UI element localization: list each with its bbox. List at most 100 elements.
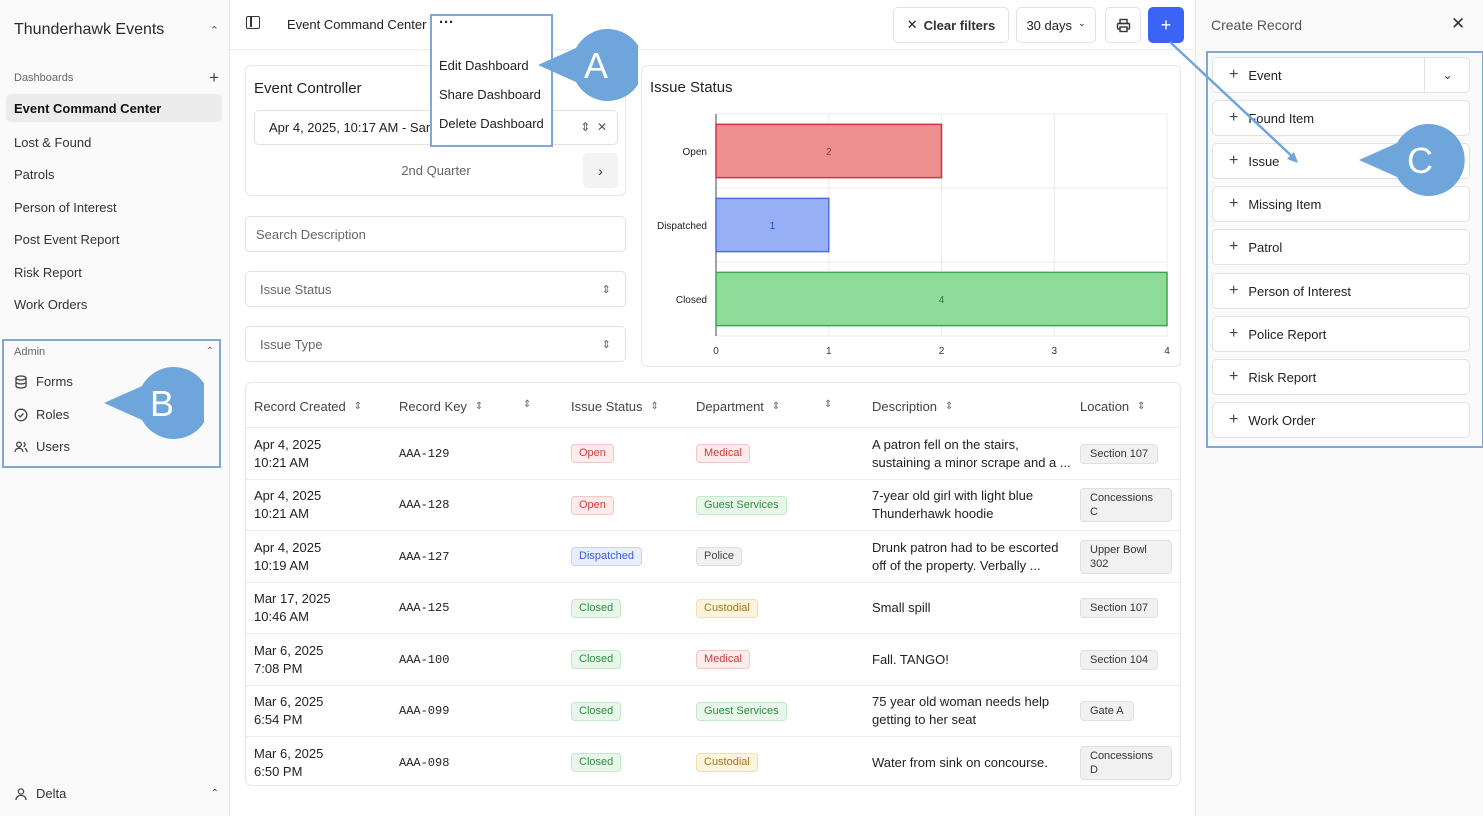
record-time: 10:46 AM [254, 609, 309, 624]
users-icon [14, 441, 28, 452]
plus-icon: + [1229, 411, 1239, 428]
sidebar-item-risk-report[interactable]: Risk Report [6, 256, 222, 289]
record-date: Mar 17, 2025 [254, 591, 331, 606]
close-icon[interactable]: ✕ [1451, 14, 1466, 33]
status-badge: Open [571, 444, 614, 463]
table-row[interactable]: Mar 17, 2025 10:46 AM AAA-125 Closed Custodi… [246, 581, 1180, 634]
issue-status-cell: Closed [571, 634, 691, 685]
sidebar-item-work-orders[interactable]: Work Orders [6, 289, 222, 322]
table-row[interactable]: Apr 4, 2025 10:19 AM AAA-127 Dispatched Poli… [246, 530, 1180, 582]
chevron-right-icon: › [598, 162, 603, 179]
create-work-order-button[interactable]: + Work Order [1212, 402, 1470, 438]
create-item-label: Police Report [1248, 326, 1327, 342]
issue-type-select[interactable]: Issue Type ⇕ [245, 326, 626, 362]
record-created-cell: Mar 6, 2025 6:54 PM [254, 686, 384, 737]
location-cell: Section 107 [1080, 583, 1176, 634]
sidebar-item-lost-found[interactable]: Lost & Found [6, 126, 222, 159]
admin-section-header[interactable]: Admin ⌃ [14, 346, 214, 358]
org-switcher[interactable]: Thunderhawk Events ⌃ [14, 20, 219, 40]
chevron-down-icon[interactable]: ⌄ [1424, 58, 1470, 92]
add-record-button[interactable]: + [1148, 7, 1184, 43]
issue-status-select[interactable]: Issue Status ⇕ [245, 271, 626, 307]
record-key-cell: AAA-127 [399, 549, 450, 564]
bar-dispatched [715, 197, 830, 253]
location-badge: Concessions D [1080, 745, 1172, 780]
chevron-up-down-icon: ⇕ [601, 338, 611, 351]
next-quarter-button[interactable]: › [583, 153, 618, 188]
issue-status-cell: Open [571, 428, 691, 479]
header-label: Location [1080, 399, 1130, 414]
description-cell: Fall. TANGO! [872, 651, 949, 667]
issue-status-cell: Closed [571, 737, 691, 785]
header-unlabeled-column[interactable]: ⇕ [824, 399, 832, 410]
table-row[interactable]: Mar 6, 2025 7:08 PM AAA-100 Closed Medical Fa… [246, 633, 1180, 685]
header-location[interactable]: Location ⇕ [1080, 399, 1146, 414]
date-range-select[interactable]: 30 days ⌄ [1016, 7, 1096, 43]
org-name: Thunderhawk Events [14, 21, 165, 38]
sidebar-item-event-command-center[interactable]: Event Command Center [6, 94, 222, 122]
table-row[interactable]: Apr 4, 2025 10:21 AM AAA-129 Open Medical A p… [246, 427, 1180, 479]
create-person-of-interest-button[interactable]: + Person of Interest [1212, 273, 1470, 309]
sidebar-item-person-of-interest[interactable]: Person of Interest [6, 191, 222, 224]
create-item-label: Patrol [1248, 239, 1283, 255]
header-issue-status[interactable]: Issue Status ⇕ [571, 399, 659, 414]
breadcrumb: Event Command Center [287, 17, 427, 32]
location-badge: Gate A [1080, 701, 1134, 721]
create-police-report-button[interactable]: + Police Report [1212, 316, 1470, 352]
issue-status-cell: Closed [571, 583, 691, 634]
create-risk-report-button[interactable]: + Risk Report [1212, 359, 1470, 395]
header-label: Record Created [254, 399, 346, 414]
check-circle-icon [14, 408, 28, 421]
chart-title: Issue Status [650, 79, 733, 96]
callout-c: C [1169, 41, 1465, 197]
department-badge: Medical [696, 650, 750, 669]
create-patrol-button[interactable]: + Patrol [1212, 229, 1470, 265]
share-dashboard-menu-item[interactable]: Share Dashboard [439, 87, 541, 102]
location-badge: Section 107 [1080, 443, 1159, 464]
location-cell: Concessions D [1080, 737, 1176, 785]
callout-a: A [538, 29, 638, 101]
more-options-icon[interactable]: ··· [439, 14, 454, 31]
header-record-key[interactable]: Record Key ⇕ [399, 399, 483, 414]
sidebar-item-post-event-report[interactable]: Post Event Report [6, 224, 222, 257]
location-badge: Section 104 [1080, 649, 1159, 670]
search-description-input[interactable]: Search Description [245, 216, 626, 252]
sidebar-item-patrols[interactable]: Patrols [6, 159, 222, 192]
add-dashboard-icon[interactable]: + [209, 68, 219, 87]
plus-icon: + [1229, 368, 1239, 385]
create-event-button[interactable]: + Event ⌄ [1212, 57, 1470, 93]
dashboard-nav: Event Command Center Lost & Found Patrol… [6, 94, 222, 321]
create-record-list-highlight: + Event ⌄ + Found Item + Issue + Missing Item… [1206, 51, 1483, 448]
sidebar-toggle-icon[interactable] [246, 16, 260, 29]
quarter-label: 2nd Quarter [401, 163, 471, 178]
table-row[interactable]: Mar 6, 2025 6:50 PM AAA-098 Closed Custodial… [246, 736, 1180, 785]
database-icon [15, 374, 27, 389]
department-cell: Police [696, 531, 846, 582]
header-department[interactable]: Department ⇕ [696, 399, 780, 414]
print-button[interactable] [1105, 7, 1141, 43]
sidebar-item-roles[interactable]: Roles [14, 407, 69, 422]
x-tick-label: 4 [1164, 346, 1170, 357]
chevron-up-down-icon[interactable]: ⇕ [580, 120, 591, 134]
delete-dashboard-menu-item[interactable]: Delete Dashboard [439, 116, 544, 131]
sidebar-item-label: Work Orders [14, 297, 88, 313]
sidebar-item-users[interactable]: Users [14, 439, 70, 454]
sort-icon: ⇕ [353, 401, 363, 412]
header-record-created[interactable]: Record Created ⇕ [254, 399, 362, 414]
dashboard-options-menu: ··· Edit Dashboard Share Dashboard Delet… [430, 14, 553, 147]
clear-icon[interactable]: ✕ [596, 120, 607, 134]
table-row[interactable]: Apr 4, 2025 10:21 AM AAA-128 Open Guest Serv… [246, 478, 1180, 531]
clear-filters-button[interactable]: ✕ Clear filters [893, 7, 1009, 43]
header-unlabeled-column[interactable]: ⇕ [523, 399, 531, 410]
create-record-panel: Create Record ✕ + Event ⌄ + Found Item + Iss… [1195, 0, 1483, 816]
user-menu[interactable]: Delta ⌃ [14, 786, 219, 801]
sidebar-item-label: Forms [36, 374, 73, 389]
sidebar-item-forms[interactable]: Forms [14, 374, 73, 389]
create-item-label: Event [1248, 67, 1282, 83]
edit-dashboard-menu-item[interactable]: Edit Dashboard [439, 58, 529, 73]
sidebar-item-label: Person of Interest [14, 199, 117, 215]
table-row[interactable]: Mar 6, 2025 6:54 PM AAA-099 Closed Guest Ser… [246, 684, 1180, 737]
clear-filters-label: Clear filters [923, 17, 996, 33]
callout-b-label: B [150, 383, 174, 424]
header-description[interactable]: Description ⇕ [872, 399, 953, 414]
